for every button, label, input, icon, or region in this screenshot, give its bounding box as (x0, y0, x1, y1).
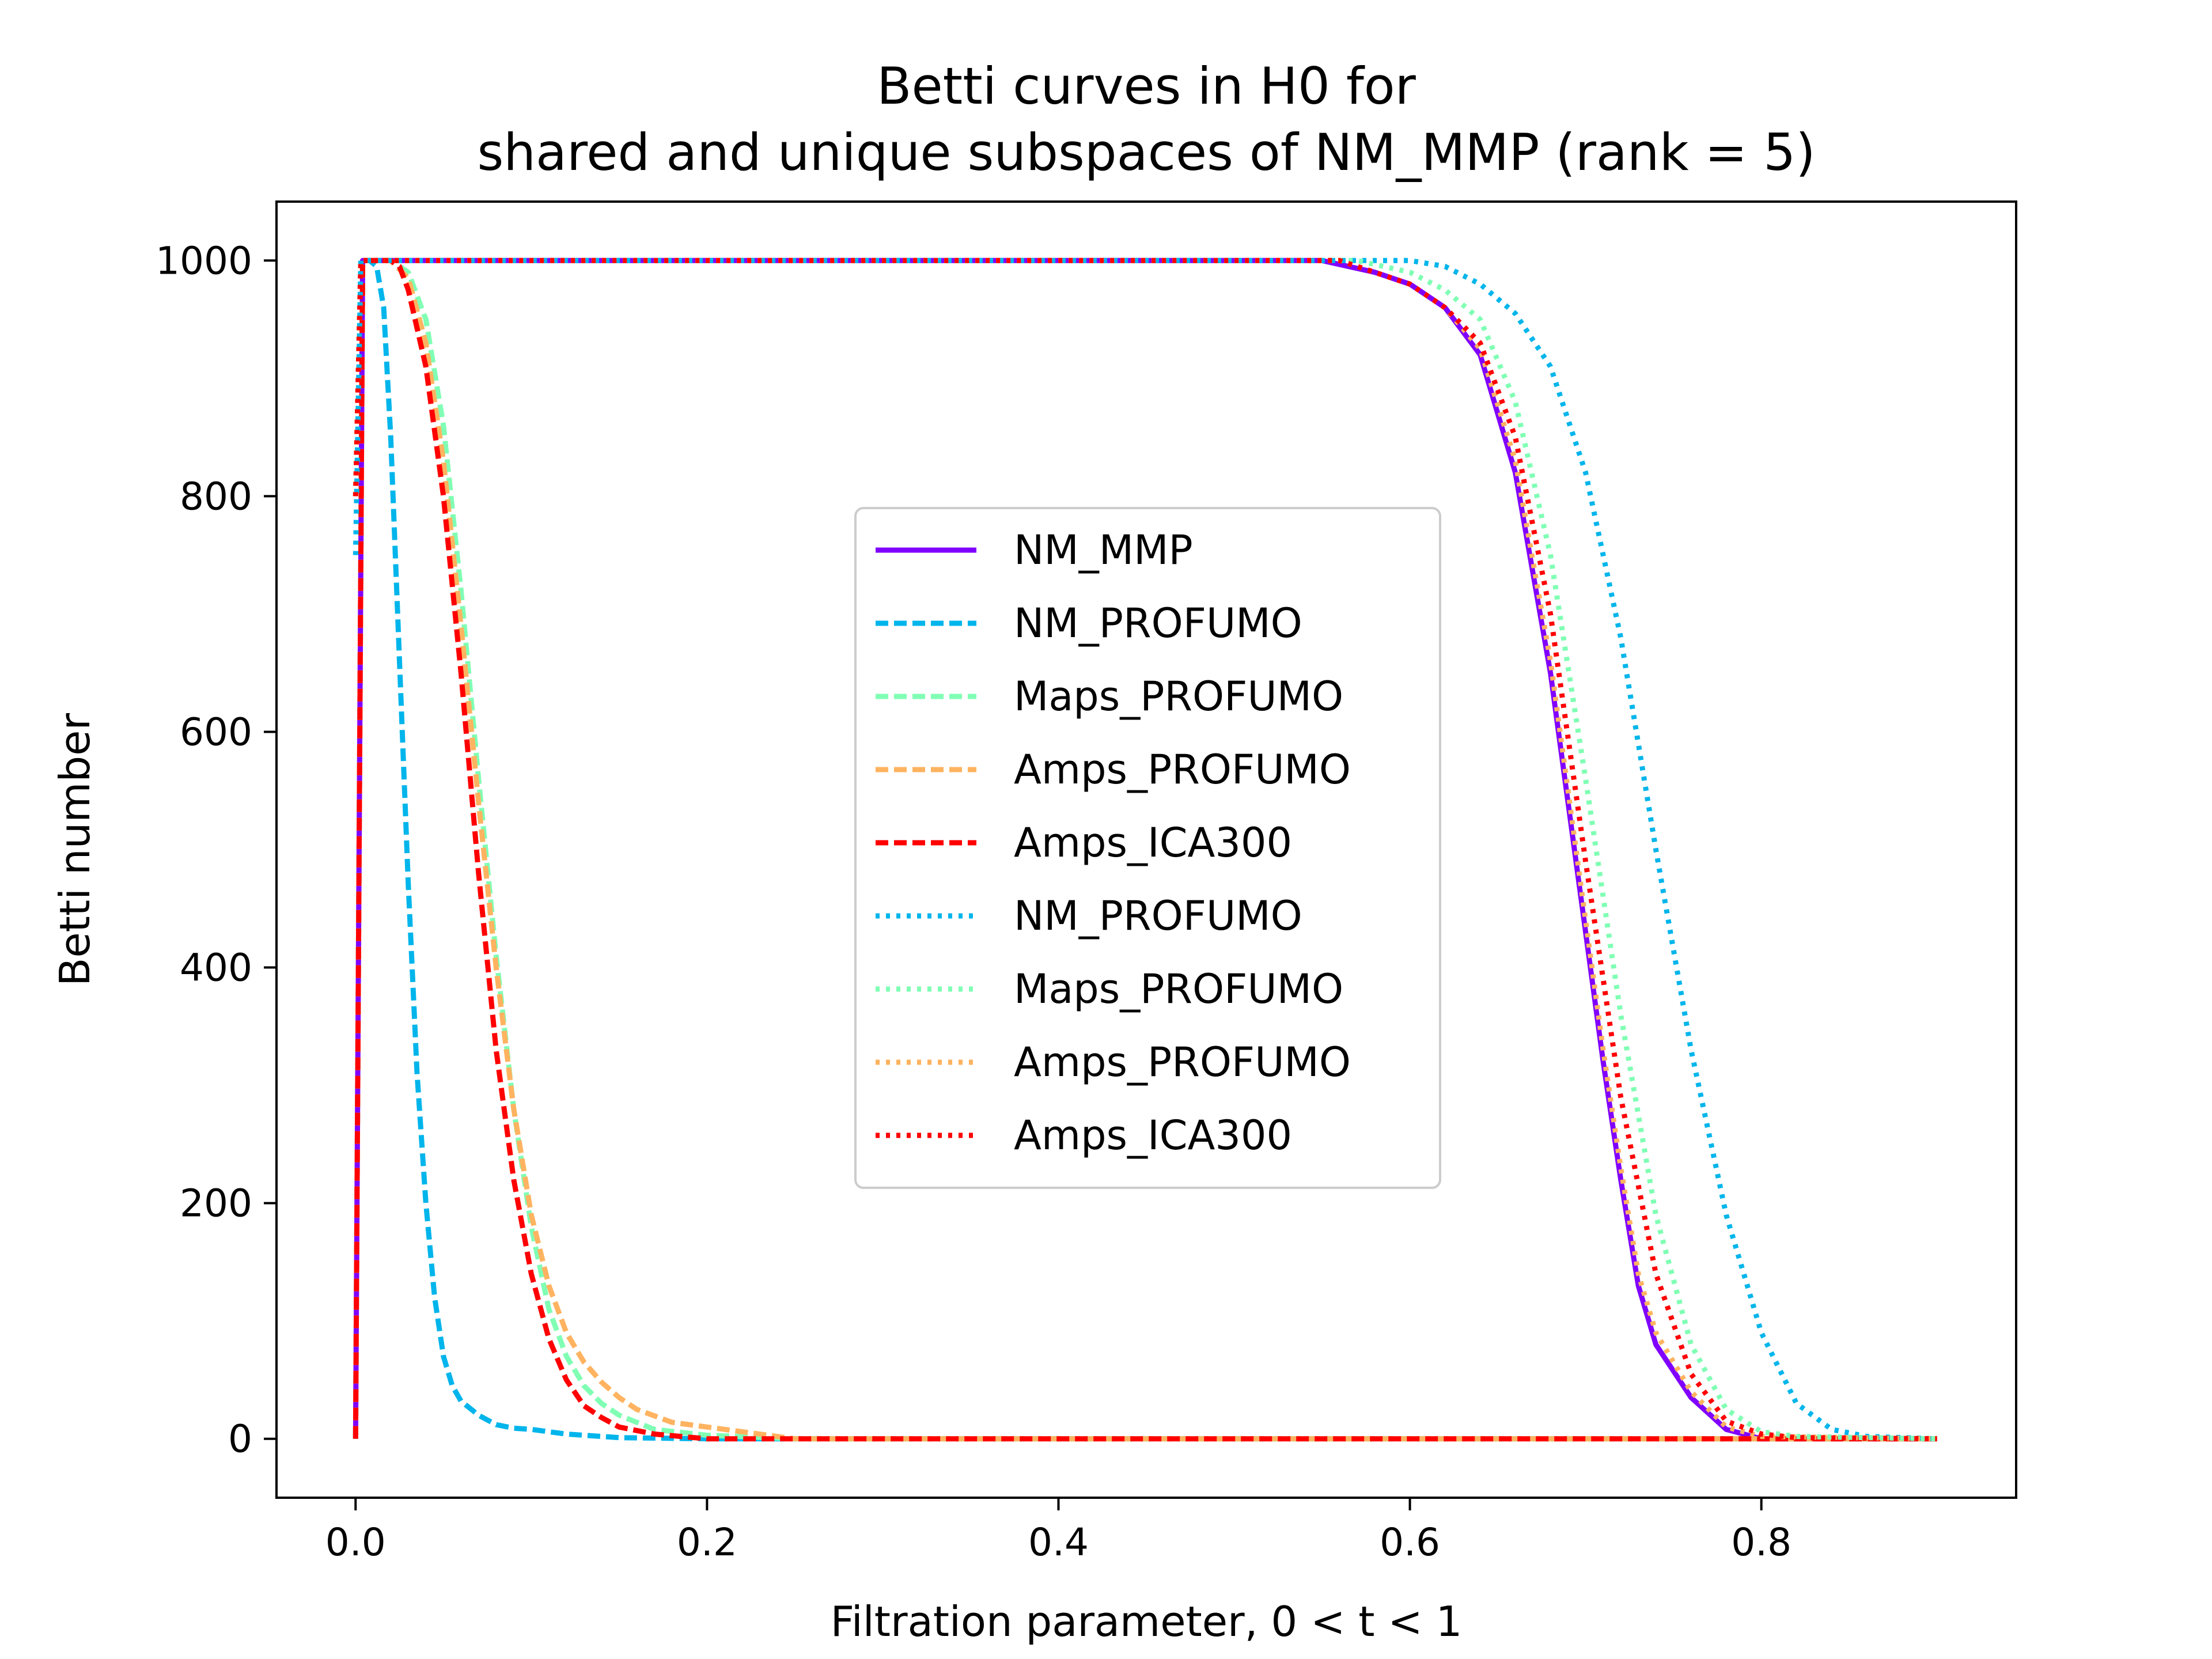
legend-entry-label: Amps_PROFUMO (1014, 746, 1351, 793)
legend-entry-label: NM_PROFUMO (1014, 600, 1302, 647)
y-axis-label: Betti number (51, 713, 99, 986)
plot-series (353, 257, 1937, 1442)
x-tick-label: 0.0 (325, 1520, 386, 1565)
y-tick-label: 800 (180, 474, 252, 518)
x-axis-ticks: 0.0 0.2 0.4 0.6 0.8 (325, 1498, 1791, 1565)
series-line-amps-ica300-dotted (353, 257, 1937, 1442)
y-tick-label: 400 (180, 946, 252, 990)
legend-entry-label: Amps_ICA300 (1014, 1112, 1292, 1159)
series-line-nm-profumo-dashed (353, 257, 1937, 1442)
y-tick-label: 0 (228, 1417, 252, 1461)
chart-title-line-1: Betti curves in H0 for (877, 56, 1416, 116)
legend: NM_MMP NM_PROFUMO Maps_PROFUMO Amps_PROFUMO… (854, 507, 1441, 1189)
series-line-nm-profumo-dotted (353, 257, 1937, 1442)
plot-frame (275, 200, 2017, 1499)
y-tick-label: 1000 (156, 238, 252, 283)
x-tick-label: 0.2 (677, 1520, 737, 1565)
x-tick-label: 0.6 (1380, 1520, 1440, 1565)
x-tick-label: 0.4 (1028, 1520, 1089, 1565)
chart-title-line-2: shared and unique subspaces of NM_MMP (r… (477, 123, 1815, 182)
legend-entry-label: NM_PROFUMO (1014, 892, 1302, 940)
x-tick-label: 0.8 (1731, 1520, 1791, 1565)
legend-box (854, 507, 1441, 1189)
legend-entry-label: Maps_PROFUMO (1014, 673, 1343, 720)
y-tick-label: 600 (180, 710, 252, 754)
legend-entry-label: Maps_PROFUMO (1014, 965, 1343, 1013)
series-line-amps-ica300-dashed (353, 257, 1937, 1442)
legend-entry-label: Amps_PROFUMO (1014, 1039, 1351, 1086)
y-tick-label: 200 (180, 1181, 252, 1226)
x-axis-label: Filtration parameter, 0 < t < 1 (831, 1597, 1463, 1646)
y-axis-ticks: 0 200 400 600 800 1000 (156, 238, 276, 1461)
legend-entry-label: Amps_ICA300 (1014, 819, 1292, 866)
legend-entry-label: NM_MMP (1014, 527, 1193, 574)
